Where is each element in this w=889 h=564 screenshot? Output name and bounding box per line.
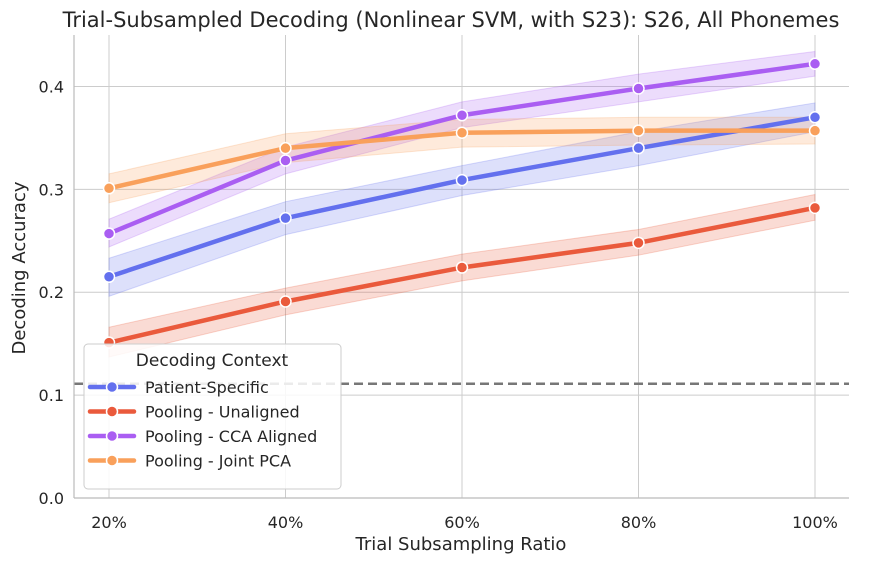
data-point	[279, 211, 292, 225]
chart-title: Trial-Subsampled Decoding (Nonlinear SVM…	[62, 8, 840, 32]
y-tick-label: 0.4	[39, 77, 64, 96]
legend-title: Decoding Context	[136, 351, 289, 371]
data-point	[808, 111, 822, 124]
legend: Decoding Context Patient-Specific Pooling…	[83, 343, 342, 490]
legend-entry-label: Pooling - Joint PCA	[145, 452, 291, 471]
series-lines	[102, 57, 822, 349]
data-point	[279, 141, 292, 155]
axes	[73, 35, 849, 499]
data-point	[632, 236, 645, 250]
y-tick-label: 0.2	[39, 283, 64, 302]
data-point	[808, 124, 822, 137]
legend-swatch-marker	[105, 454, 119, 467]
legend-swatch-marker	[105, 429, 119, 443]
legend-entry-label: Pooling - CCA Aligned	[145, 427, 317, 446]
data-point	[808, 201, 822, 215]
legend-items: Patient-Specific Pooling - Unaligned Pooli…	[87, 378, 317, 471]
x-tick-label: 20%	[91, 513, 127, 532]
data-point	[455, 126, 469, 139]
y-tick-label: 0.1	[39, 386, 64, 405]
y-tick-label: 0.0	[39, 489, 64, 508]
x-axis-label: Trial Subsampling Ratio	[355, 534, 567, 555]
data-point	[279, 295, 292, 308]
confidence-band	[108, 116, 816, 204]
x-tick-label: 100%	[792, 513, 838, 532]
data-point	[102, 270, 116, 284]
legend-swatch-marker	[105, 380, 119, 394]
data-point	[632, 124, 645, 137]
x-tick-label: 80%	[621, 513, 657, 532]
tick-labels: 0.0 0.1 0.2 0.3 0.4 20% 40% 60% 80% 100%	[39, 77, 838, 532]
data-point	[455, 261, 469, 274]
x-tick-label: 40%	[268, 513, 304, 532]
y-tick-label: 0.3	[39, 180, 64, 199]
data-point	[632, 141, 645, 155]
x-tick-label: 60%	[444, 513, 480, 532]
legend-entry-label: Patient-Specific	[145, 378, 269, 397]
legend-entry-label: Pooling - Unaligned	[145, 403, 300, 422]
data-point	[455, 173, 469, 187]
data-point	[102, 182, 116, 195]
legend-swatch-marker	[105, 405, 119, 418]
data-point	[102, 227, 116, 240]
data-point	[808, 57, 822, 71]
confidence-band	[108, 50, 816, 248]
data-point	[455, 109, 469, 122]
confidence-band	[108, 193, 816, 358]
legend-box	[83, 343, 342, 490]
data-point	[279, 154, 292, 167]
data-point	[632, 82, 645, 95]
y-axis-label: Decoding Accuracy	[9, 181, 30, 354]
